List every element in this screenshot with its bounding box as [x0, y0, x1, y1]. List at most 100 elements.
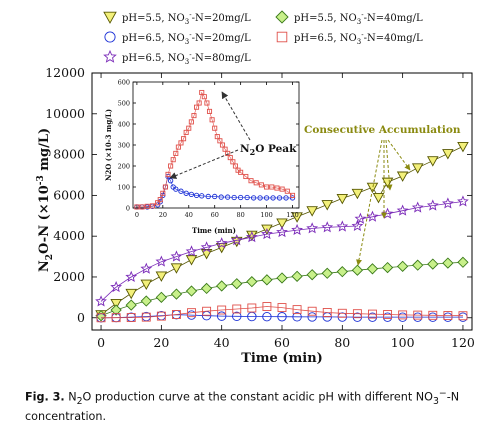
caption-text-2: O production curve at the constant acidi… [82, 390, 433, 404]
inset-point-2-36 [238, 169, 244, 175]
legend-label-1: pH=5.5, NO3--N=20mg/L [122, 11, 251, 26]
main-point-5-4 [155, 255, 168, 267]
main-point-2-15 [321, 267, 333, 279]
main-point-4-13 [292, 305, 302, 315]
inset-point-2-3 [149, 203, 155, 209]
main-point-1-18 [366, 182, 379, 194]
main-point-4-6 [187, 308, 196, 318]
main-point-4-16 [337, 308, 347, 318]
caption-label: Fig. 3. [25, 390, 65, 404]
main-point-5-25 [457, 195, 469, 207]
main-point-1-25 [457, 141, 469, 153]
inset-y-axis-label: N2O (×10-3 mg/L) [104, 109, 113, 181]
inset-point-2-17 [188, 119, 194, 125]
main-point-1-7 [200, 249, 213, 260]
main-point-2-5 [170, 288, 183, 300]
main-point-5-11 [261, 227, 273, 240]
main-point-4-12 [277, 303, 287, 313]
inset-point-2-1 [139, 204, 145, 210]
main-point-1-3 [140, 279, 153, 291]
main-point-4-11 [262, 302, 272, 311]
inset-point-2-6 [160, 190, 166, 196]
main-point-2-22 [427, 258, 439, 270]
main-point-1-14 [306, 206, 318, 217]
main-point-5-1 [110, 281, 122, 293]
main-point-5-13 [291, 223, 303, 236]
y-axis-label: N2O-N (×10-3 mg/L) [36, 128, 55, 272]
x-axis-label: Time (min) [241, 351, 323, 366]
main-point-2-2 [125, 299, 137, 311]
main-point-4-2 [126, 313, 136, 323]
main-point-1-17 [351, 188, 364, 200]
inset-series [134, 89, 296, 210]
main-point-4-0 [96, 313, 106, 323]
acc-arrow-4 [387, 139, 411, 171]
inset-point-2-32 [227, 155, 233, 161]
main-point-2-13 [291, 270, 303, 282]
main-point-1-19 [372, 192, 385, 204]
inset-point-2-39 [253, 180, 259, 186]
main-point-2-20 [396, 260, 409, 272]
inset-point-2-33 [230, 159, 236, 165]
main-point-1-13 [291, 212, 303, 223]
main-point-5-2 [125, 270, 138, 282]
inset-point-2-21 [199, 89, 205, 96]
main-x-tick-label-3: 60 [274, 335, 290, 350]
main-point-5-18 [354, 212, 367, 224]
inset-point-2-20 [196, 100, 202, 106]
main-point-5-10 [245, 231, 258, 243]
main-y-tick-label-6: 12000 [45, 65, 85, 80]
inset-point-1-12 [178, 188, 184, 194]
inset-point-2-25 [209, 117, 215, 123]
inset-point-2-12 [175, 144, 181, 150]
inset-point-1-23 [244, 194, 250, 201]
main-point-4-5 [171, 310, 181, 319]
main-series-5 [95, 195, 469, 307]
main-point-1-6 [185, 255, 198, 266]
main-point-1-2 [125, 288, 137, 300]
legend-label-2: pH=5.5, NO3--N=40mg/L [294, 11, 423, 26]
main-point-2-4 [155, 291, 168, 304]
main-point-5-21 [396, 204, 409, 216]
main-series-4 [96, 302, 468, 323]
main-point-1-4 [155, 271, 168, 282]
main-point-2-19 [381, 261, 394, 274]
inset-point-2-40 [258, 182, 264, 188]
main-point-4-24 [458, 311, 468, 321]
inset-point-2-2 [144, 203, 150, 209]
main-point-2-11 [261, 274, 273, 286]
main-point-4-3 [141, 312, 151, 322]
inset-x-axis-label: Time (min) [192, 226, 236, 235]
main-y-tick-label-1: 2000 [53, 269, 85, 284]
main-point-3-9 [232, 311, 242, 322]
main-point-2-21 [412, 259, 424, 271]
inset-axes: 0 20 40 60 80 100 120 0 100 200 300 400 500 600 [118, 79, 299, 219]
main-point-4-19 [383, 310, 393, 319]
main-point-3-14 [307, 312, 317, 322]
main-point-4-21 [413, 310, 423, 320]
caption-sup-2: − [438, 388, 447, 399]
legend-marker-3 [104, 31, 116, 43]
acc-arrow-3 [385, 139, 393, 191]
main-point-5-7 [200, 241, 213, 253]
main-axes: 0 20 40 60 80 100 1200200040006000800010000120… [45, 65, 475, 350]
inset-x-tick-label-6: 120 [286, 211, 298, 219]
inset-point-2-46 [289, 192, 296, 198]
inset-point-2-4 [155, 200, 161, 206]
figure-caption: Fig. 3. N2O production curve at the cons… [25, 386, 490, 424]
legend-marker-1 [103, 11, 117, 24]
inset-point-2-27 [214, 134, 220, 140]
main-y-tick-label-5: 10000 [45, 106, 85, 121]
main-point-4-18 [368, 309, 377, 319]
main-point-1-23 [427, 156, 439, 167]
main-point-4-9 [232, 304, 242, 314]
legend: pH=5.5, NO3--N=20mg/L pH=5.5, NO3--N=40mg… [103, 10, 423, 66]
inset-point-2-7 [162, 184, 168, 190]
main-point-4-17 [352, 309, 362, 319]
main-point-4-14 [307, 306, 317, 316]
inset-point-2-13 [178, 140, 184, 146]
inset-y-tick-label-5: 500 [118, 100, 130, 108]
main-x-tick-label-0: 0 [97, 335, 105, 350]
consecutive-accumulation-annotation: Consecutive Accumulation [304, 124, 461, 136]
main-point-4-22 [428, 310, 438, 320]
